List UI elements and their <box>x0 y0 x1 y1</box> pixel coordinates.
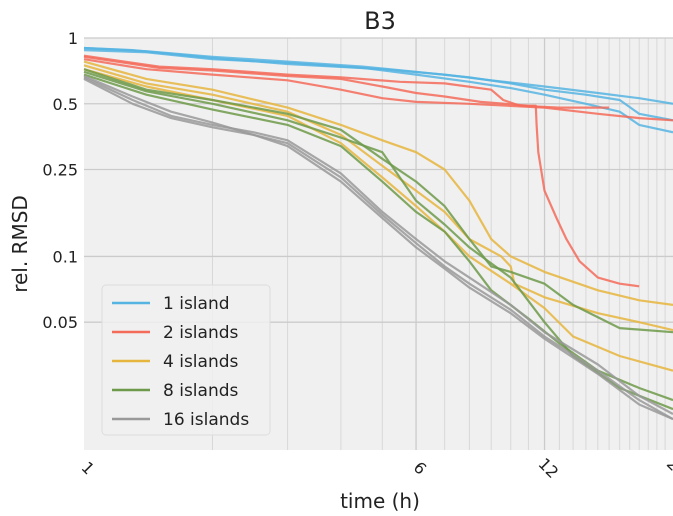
x-tick-label: 24 <box>663 454 673 482</box>
series-line <box>83 64 673 332</box>
x-axis-ticks: 1 6 12 24 <box>78 454 673 482</box>
x-tick-label: 6 <box>410 458 431 479</box>
series-layer <box>83 46 673 421</box>
series-line <box>83 55 640 288</box>
legend-label: 8 islands <box>163 381 239 401</box>
y-tick-label: 0.5 <box>53 95 78 114</box>
y-axis-title: rel. RMSD <box>8 195 32 293</box>
series-line <box>83 46 673 105</box>
series-line <box>83 68 673 334</box>
x-tick-label: 1 <box>78 458 99 479</box>
series-line <box>83 58 673 122</box>
series-2 <box>83 54 673 288</box>
series-line <box>83 49 673 134</box>
legend-label: 4 islands <box>163 352 239 372</box>
legend-label: 1 island <box>163 294 230 314</box>
y-tick-label: 1 <box>68 29 78 48</box>
legend-label: 2 islands <box>163 323 239 343</box>
series-line <box>83 60 673 306</box>
series-1 <box>83 46 673 134</box>
series-line <box>83 74 673 421</box>
legend-box <box>101 284 271 436</box>
y-axis-ticks: 1 0.5 0.25 0.1 0.05 <box>42 29 78 332</box>
y-tick-label: 0.05 <box>42 313 78 332</box>
y-tick-label: 0.1 <box>53 247 78 266</box>
x-tick-label: 12 <box>535 454 563 482</box>
chart-title: B3 <box>364 7 396 35</box>
legend-label: 16 islands <box>163 410 249 430</box>
series-line <box>83 76 673 415</box>
series-5 <box>83 74 673 421</box>
legend: 1 island 2 islands 4 islands 8 islands 16 is… <box>101 284 271 436</box>
y-tick-label: 0.25 <box>42 161 78 180</box>
series-line <box>83 77 673 421</box>
x-axis-title: time (h) <box>340 489 420 513</box>
